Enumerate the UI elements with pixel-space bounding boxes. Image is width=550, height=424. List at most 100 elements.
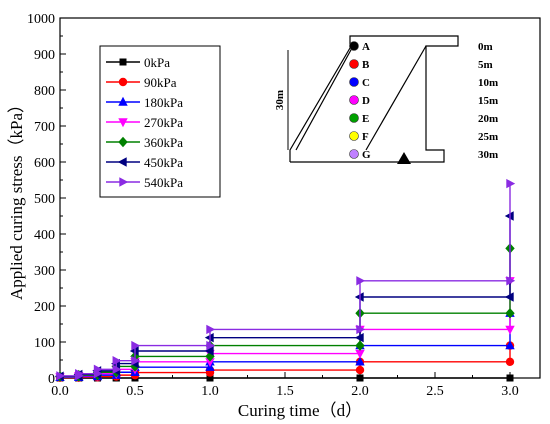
data-point bbox=[206, 340, 216, 351]
point-label: D bbox=[362, 95, 370, 107]
data-point bbox=[506, 374, 514, 382]
point-label: A bbox=[362, 41, 370, 53]
point-label: G bbox=[362, 149, 371, 161]
point-label: E bbox=[362, 113, 369, 125]
x-tick-label: 3.0 bbox=[501, 384, 519, 399]
legend-label: 360kPa bbox=[144, 135, 183, 150]
data-point bbox=[131, 356, 141, 366]
data-point bbox=[56, 371, 66, 381]
legend-label: 180kPa bbox=[144, 95, 183, 110]
series-line-540kPa bbox=[60, 183, 511, 377]
legend-marker bbox=[118, 77, 128, 87]
data-point bbox=[505, 325, 515, 335]
depth-label: 30m bbox=[478, 149, 498, 161]
x-tick-label: 0.0 bbox=[51, 384, 69, 399]
inset-diagram: 30m A 0m B 5m C 10m D 15m E 20m F 25m G 30m bbox=[274, 35, 498, 164]
monitoring-point bbox=[349, 95, 359, 105]
slope-face-upper bbox=[295, 47, 353, 151]
y-tick-label: 0 bbox=[48, 372, 55, 387]
y-tick-label: 1000 bbox=[27, 12, 55, 27]
data-point bbox=[204, 332, 214, 343]
data-point bbox=[205, 358, 215, 367]
data-point bbox=[354, 332, 364, 343]
data-point bbox=[505, 340, 515, 350]
legend: 0kPa 90kPa 180kPa 270kPa 360kPa 450kPa 540kPa bbox=[99, 45, 221, 198]
monitoring-point bbox=[349, 131, 359, 141]
x-tick-label: 0.5 bbox=[126, 384, 144, 399]
support-triangle-icon bbox=[397, 152, 411, 164]
data-point bbox=[356, 324, 366, 335]
point-label: F bbox=[362, 131, 369, 143]
depth-label: 0m bbox=[478, 41, 493, 53]
monitoring-point bbox=[349, 149, 359, 159]
data-point bbox=[112, 364, 122, 375]
legend-label: 0kPa bbox=[144, 55, 170, 70]
data-point bbox=[355, 356, 365, 366]
monitoring-point bbox=[349, 77, 359, 87]
depth-label: 25m bbox=[478, 131, 498, 143]
y-tick-label: 900 bbox=[34, 48, 55, 63]
data-point bbox=[504, 211, 514, 221]
data-point bbox=[93, 364, 103, 375]
depth-label: 5m bbox=[478, 59, 493, 71]
depth-label: 15m bbox=[478, 95, 498, 107]
slope-face-lower bbox=[365, 45, 427, 151]
y-tick-label: 200 bbox=[34, 300, 55, 315]
data-point bbox=[129, 346, 139, 356]
data-point bbox=[355, 349, 365, 359]
data-point bbox=[505, 357, 515, 366]
point-label: B bbox=[362, 59, 370, 71]
data-point bbox=[504, 292, 514, 302]
monitoring-point bbox=[349, 59, 359, 69]
data-point bbox=[204, 346, 214, 356]
x-tick-label: 1.0 bbox=[201, 384, 219, 399]
x-tick-label: 1.5 bbox=[276, 384, 294, 399]
data-point bbox=[356, 374, 364, 382]
point-label: C bbox=[362, 77, 370, 89]
legend-marker bbox=[118, 118, 128, 128]
data-point bbox=[506, 276, 516, 286]
height-label: 30m bbox=[274, 90, 286, 110]
data-point bbox=[506, 178, 516, 189]
legend-label: 270kPa bbox=[144, 115, 183, 130]
data-point bbox=[130, 361, 140, 372]
legend-label: 450kPa bbox=[144, 155, 183, 170]
data-point bbox=[505, 308, 515, 319]
x-tick-label: 2.0 bbox=[351, 384, 369, 399]
series-450kPa bbox=[54, 211, 514, 381]
y-axis-title: Applied curing stress（kPa） bbox=[7, 96, 26, 300]
data-point bbox=[355, 340, 365, 351]
legend-marker bbox=[118, 96, 128, 106]
series-540kPa bbox=[56, 178, 516, 381]
data-point bbox=[112, 356, 122, 366]
data-point bbox=[354, 292, 364, 302]
depth-label: 10m bbox=[478, 77, 498, 89]
y-tick-label: 100 bbox=[34, 336, 55, 351]
y-tick-label: 500 bbox=[34, 192, 55, 207]
series-line-450kPa bbox=[60, 216, 511, 377]
legend-label: 540kPa bbox=[144, 175, 183, 190]
data-point bbox=[206, 324, 216, 335]
data-point bbox=[206, 374, 214, 382]
data-point bbox=[356, 276, 366, 286]
y-tick-label: 600 bbox=[34, 156, 55, 171]
data-point bbox=[355, 365, 365, 375]
y-tick-label: 800 bbox=[34, 84, 55, 99]
legend-marker bbox=[119, 58, 127, 66]
legend-marker bbox=[118, 136, 128, 148]
x-tick-label: 2.5 bbox=[426, 384, 444, 399]
y-tick-label: 400 bbox=[34, 228, 55, 243]
data-point bbox=[75, 368, 84, 379]
x-axis-title: Curing time（d） bbox=[238, 401, 362, 420]
axes: 0.0 0.5 1.0 1.5 2.0 2.5 3.0 0 100 200 300 400 500 600… bbox=[27, 12, 519, 399]
depth-label: 20m bbox=[478, 113, 498, 125]
y-tick-label: 300 bbox=[34, 264, 55, 279]
series-line-360kPa bbox=[60, 248, 511, 378]
slope-outline bbox=[289, 35, 459, 163]
data-point bbox=[131, 340, 141, 351]
series-layer bbox=[54, 178, 516, 383]
y-tick-label: 700 bbox=[34, 120, 55, 135]
legend-marker bbox=[117, 157, 127, 167]
legend-marker bbox=[119, 177, 129, 187]
